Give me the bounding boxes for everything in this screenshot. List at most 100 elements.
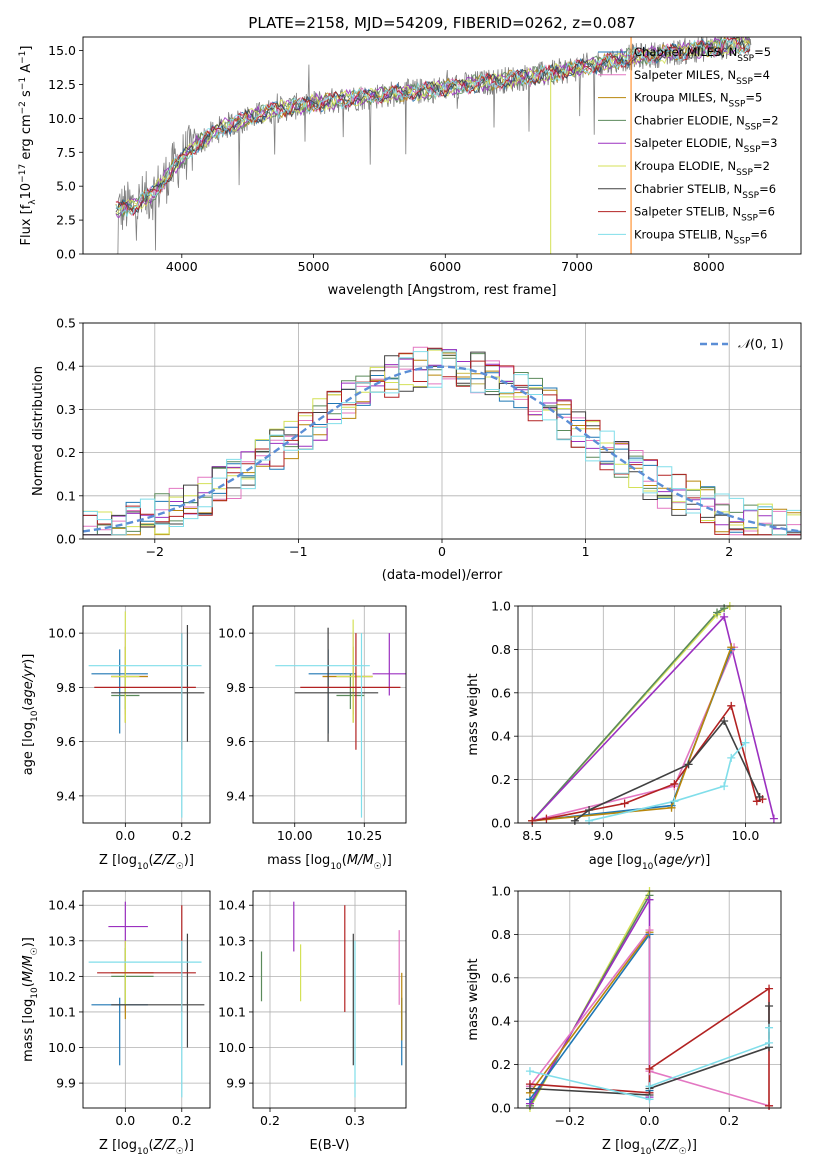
data-point-marker (645, 1064, 654, 1073)
label-part: )] (184, 1138, 194, 1153)
x-axis-label: wavelength [Angstrom, rest frame] (328, 283, 557, 298)
panel-spectrum: 4000 5000 6000 7000 8000 0.0 2.5 5.0 7.5 10.0 12.5… (18, 36, 802, 298)
x-tick-label: 0.0 (115, 828, 135, 843)
y-tick-label: 10.2 (48, 969, 76, 984)
label-part: =6 (759, 182, 776, 196)
figure-title: PLATE=2158, MJD=54209, FIBERID=0262, z=0… (248, 14, 635, 32)
y-tick-label: 0.2 (491, 772, 511, 787)
panel-mass_vs_Z: 0.0 0.29.910.010.110.210.310.4Z [log10(Z/… (21, 890, 211, 1157)
x-tick-label: 0.2 (719, 1113, 739, 1128)
data-point-marker (755, 792, 764, 801)
y-tick-label: 10.0 (48, 626, 76, 641)
data-point-marker (765, 1038, 774, 1047)
plot-area (531, 606, 775, 822)
panel-age_vs_Z: 0.0 0.29.49.69.810.0Z [log10(Z/Z☉)]age [l… (21, 605, 211, 872)
label-part: ( (21, 982, 36, 987)
x-tick-label: 0.2 (172, 828, 192, 843)
weight-line-2 (529, 896, 651, 1105)
x-tick-label: 0 (438, 544, 446, 559)
y-axis-label: Normed distribution (31, 366, 46, 496)
data-point-marker (720, 604, 729, 613)
label-part: Flux [f (19, 204, 34, 245)
y-tick-label: 9.4 (56, 788, 76, 803)
label-part: 10 (137, 1147, 149, 1157)
panel-mass_weight_vs_Z: −0.2 0.0 0.2 0.0 0.2 0.4 0.6 0.8 1.0 Z [log10(Z/Z… (466, 884, 782, 1157)
y-tick-label: 10.0 (218, 626, 246, 641)
weight-line-5 (532, 646, 732, 822)
x-tick-label: 8000 (693, 259, 725, 274)
y-tick-label: 0.0 (56, 532, 76, 547)
data-point-marker (645, 926, 654, 935)
x-axis-label: (data-model)/error (382, 568, 503, 583)
label-part: Z/Z (656, 1138, 680, 1153)
label-part: =6 (750, 227, 767, 241)
data-point-marker (528, 816, 537, 825)
x-tick-label: 6000 (429, 259, 461, 274)
y-tick-label: 10.1 (218, 1004, 246, 1019)
label-part: Kroupa STELIB, N (634, 227, 734, 241)
y-tick-label: 1.0 (491, 884, 511, 899)
data-point-marker (713, 608, 722, 617)
label-part: SSP (744, 145, 761, 155)
data-point-marker (542, 814, 551, 823)
data-point-marker (741, 738, 750, 747)
data-point-marker (720, 717, 729, 726)
y-tick-label: 10.0 (48, 1040, 76, 1055)
y-tick-label: 9.9 (56, 1076, 76, 1091)
label-part: SSP (737, 54, 754, 64)
x-tick-label: 7000 (561, 259, 593, 274)
x-tick-label: 0.0 (640, 1113, 660, 1128)
y-tick-label: 0.3 (56, 402, 76, 417)
x-tick-label: 8.5 (522, 828, 542, 843)
y-tick-label: 10.1 (48, 1004, 76, 1019)
label-part: mass [log (267, 853, 330, 868)
label-part: Z [log (602, 1138, 640, 1153)
label-part: Z/Z (153, 853, 177, 868)
label-part: Z [log (99, 1138, 137, 1153)
y-tick-label: 7.5 (56, 145, 76, 160)
label-part: 10 (642, 862, 654, 872)
label-part: )] (184, 853, 194, 868)
label-part: ( (653, 853, 658, 868)
data-point-marker (670, 797, 679, 806)
y-tick-label: 9.6 (56, 734, 76, 749)
data-point-marker (585, 805, 594, 814)
legend-label: Kroupa MILES, NSSP=5 (634, 91, 762, 110)
label-part: =2 (762, 113, 779, 127)
legend-label: Salpeter STELIB, NSSP=6 (634, 205, 775, 224)
label-part: age [log (589, 853, 642, 868)
label-part: 10 (640, 1147, 652, 1157)
y-tick-label: 0.0 (56, 247, 76, 262)
data-point-marker (765, 1101, 774, 1110)
label-part: SSP (729, 100, 746, 110)
histogram-1 (83, 346, 801, 536)
label-part: Chabrier MILES, N (634, 45, 737, 59)
plot-area (275, 619, 406, 818)
plot-area (260, 901, 403, 1098)
label-part: ☉ (30, 947, 40, 955)
y-tick-label: 15.0 (48, 43, 76, 58)
label-part: SSP (741, 214, 758, 224)
y-axis-label: mass weight (466, 673, 481, 755)
label-part: )] (700, 853, 710, 868)
y-tick-label: 0.0 (491, 816, 511, 831)
legend-label: Chabrier STELIB, NSSP=6 (634, 182, 776, 201)
y-tick-label: 10.2 (218, 969, 246, 984)
y-axis-label: age [log10(age/yr)] (21, 654, 40, 776)
histogram-8 (83, 351, 801, 536)
x-tick-label: 5000 (298, 259, 330, 274)
x-tick-label: −0.2 (555, 1113, 585, 1128)
histogram-3 (83, 353, 801, 536)
model-line-8 (115, 38, 751, 217)
x-tick-label: 9.0 (593, 828, 613, 843)
label-part: age [log (21, 722, 36, 775)
data-point-marker (525, 1067, 534, 1076)
x-axis-label: Z [log10(Z/Z☉)] (99, 853, 194, 872)
y-tick-label: 5.0 (56, 179, 76, 194)
label-part: M/M (21, 955, 36, 982)
label-part: ( (21, 706, 36, 711)
y-tick-label: 0.8 (491, 927, 511, 942)
x-tick-label: −2 (146, 544, 164, 559)
y-tick-label: 10.3 (218, 933, 246, 948)
